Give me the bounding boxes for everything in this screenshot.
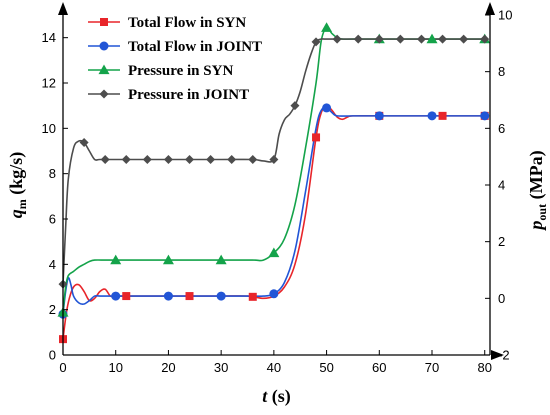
series-3-marker-19 xyxy=(459,34,469,44)
y-left-tick-label-7: 14 xyxy=(42,30,56,45)
y-right-tick-label-1: 0 xyxy=(498,291,505,306)
series-3-marker-8 xyxy=(227,155,237,164)
legend-label-0: Total Flow in SYN xyxy=(128,15,246,31)
series-1-marker-4 xyxy=(269,289,279,299)
y-left-tick-label-6: 12 xyxy=(42,76,56,91)
legend-marker-2 xyxy=(98,64,110,75)
series-2-marker-1 xyxy=(110,254,122,265)
series-3-marker-16 xyxy=(395,34,405,44)
y-left-tick-label-4: 8 xyxy=(49,166,56,181)
series-0-marker-1 xyxy=(122,292,131,301)
series-2-marker-4 xyxy=(268,247,280,258)
plot-area xyxy=(57,22,491,344)
y-left-tick-label-3: 6 xyxy=(49,212,56,227)
series-1-marker-3 xyxy=(216,291,226,301)
legend-marker-0 xyxy=(100,18,108,26)
y-left-tick-label-5: 10 xyxy=(42,121,56,136)
x-tick-label-3: 30 xyxy=(214,360,228,375)
series-1-marker-2 xyxy=(163,291,173,301)
x-axis-arrow xyxy=(491,350,504,360)
x-tick-label-5: 50 xyxy=(319,360,333,375)
series-0-marker-3 xyxy=(248,292,257,301)
x-axis-title-main: t xyxy=(262,386,268,406)
x-tick-label-2: 20 xyxy=(161,360,175,375)
x-tick-label-8: 80 xyxy=(477,360,491,375)
legend-label-3: Pressure in JOINT xyxy=(128,87,249,103)
y-right-axis-title-main: p xyxy=(526,221,546,232)
series-3-marker-7 xyxy=(206,155,216,164)
x-tick-label-0: 0 xyxy=(59,360,66,375)
y-left-tick-label-0: 0 xyxy=(49,348,56,363)
y-right-axis-title-unit: (MPa) xyxy=(526,150,547,203)
series-3-marker-13 xyxy=(332,34,342,44)
series-0-marker-2 xyxy=(185,292,194,301)
y-right-axis-arrow xyxy=(485,2,495,15)
series-line-1 xyxy=(63,106,485,315)
series-3-marker-9 xyxy=(248,155,258,164)
series-3-marker-5 xyxy=(163,155,173,164)
y-left-axis-arrow xyxy=(58,2,68,15)
series-line-2 xyxy=(63,26,485,313)
series-1-marker-6 xyxy=(374,111,384,121)
series-3-marker-3 xyxy=(121,155,131,164)
series-1-marker-8 xyxy=(480,111,490,121)
y-right-axis-title: pout (MPa) xyxy=(526,150,549,231)
markers-group xyxy=(57,22,491,344)
axis-titles: t (s) qm (kg/s) pout (MPa) xyxy=(6,150,549,407)
legend-marker-1 xyxy=(99,41,109,51)
y-left-axis-title-unit: (kg/s) xyxy=(6,152,27,200)
series-1-marker-1 xyxy=(111,291,121,301)
legend-label-2: Pressure in SYN xyxy=(128,63,233,79)
series-3-marker-10 xyxy=(269,155,279,164)
x-tick-label-4: 40 xyxy=(267,360,281,375)
y-left-axis-title-main: q xyxy=(6,209,26,218)
series-1-marker-7 xyxy=(427,111,437,121)
series-3-marker-1 xyxy=(79,138,89,147)
series-3-marker-11 xyxy=(290,101,300,111)
legend-label-1: Total Flow in JOINT xyxy=(128,39,262,55)
series-3-marker-17 xyxy=(416,34,426,44)
series-2-marker-5 xyxy=(321,22,333,32)
x-tick-label-1: 10 xyxy=(108,360,122,375)
y-right-tick-label-3: 4 xyxy=(498,178,505,193)
legend: Total Flow in SYN Total Flow in JOINT Pres… xyxy=(88,15,262,103)
series-2-marker-7 xyxy=(426,33,438,44)
y-left-axis-title: qm (kg/s) xyxy=(6,152,29,219)
series-0-marker-6 xyxy=(438,111,447,120)
series-1-marker-5 xyxy=(322,103,332,113)
series-0-marker-4 xyxy=(312,133,321,142)
y-right-tick-label-6: 10 xyxy=(498,8,512,23)
y-right-axis-title-sub: out xyxy=(535,204,549,221)
series-2-marker-2 xyxy=(162,254,174,265)
legend-marker-3 xyxy=(99,89,109,99)
series-3-marker-20 xyxy=(480,34,490,44)
x-axis-title-unit: (s) xyxy=(267,386,291,407)
y-left-tick-label-1: 2 xyxy=(49,302,56,317)
x-tick-label-7: 70 xyxy=(425,360,439,375)
series-3-marker-4 xyxy=(142,155,152,164)
series-3-marker-18 xyxy=(438,34,448,44)
y-right-tick-label-2: 2 xyxy=(498,234,505,249)
axes: 0 10 20 30 40 50 60 70 80 0 2 4 6 8 10 12 14 -2 0 2 4 6 8 10 xyxy=(42,2,512,375)
series-2-marker-3 xyxy=(215,254,227,265)
y-left-axis-title-sub: m xyxy=(15,199,29,209)
series-3-marker-14 xyxy=(353,34,363,44)
series-3-marker-6 xyxy=(185,155,195,164)
x-tick-label-6: 60 xyxy=(372,360,386,375)
y-right-tick-label-0: -2 xyxy=(498,348,510,363)
series-3-marker-15 xyxy=(374,34,384,44)
y-right-tick-label-5: 8 xyxy=(498,64,505,79)
series-3-marker-12 xyxy=(311,37,321,47)
x-axis-title: t (s) xyxy=(262,386,291,407)
y-left-tick-label-2: 4 xyxy=(49,257,56,272)
series-line-0 xyxy=(63,104,485,340)
y-right-tick-label-4: 6 xyxy=(498,121,505,136)
series-3-marker-2 xyxy=(100,155,110,164)
